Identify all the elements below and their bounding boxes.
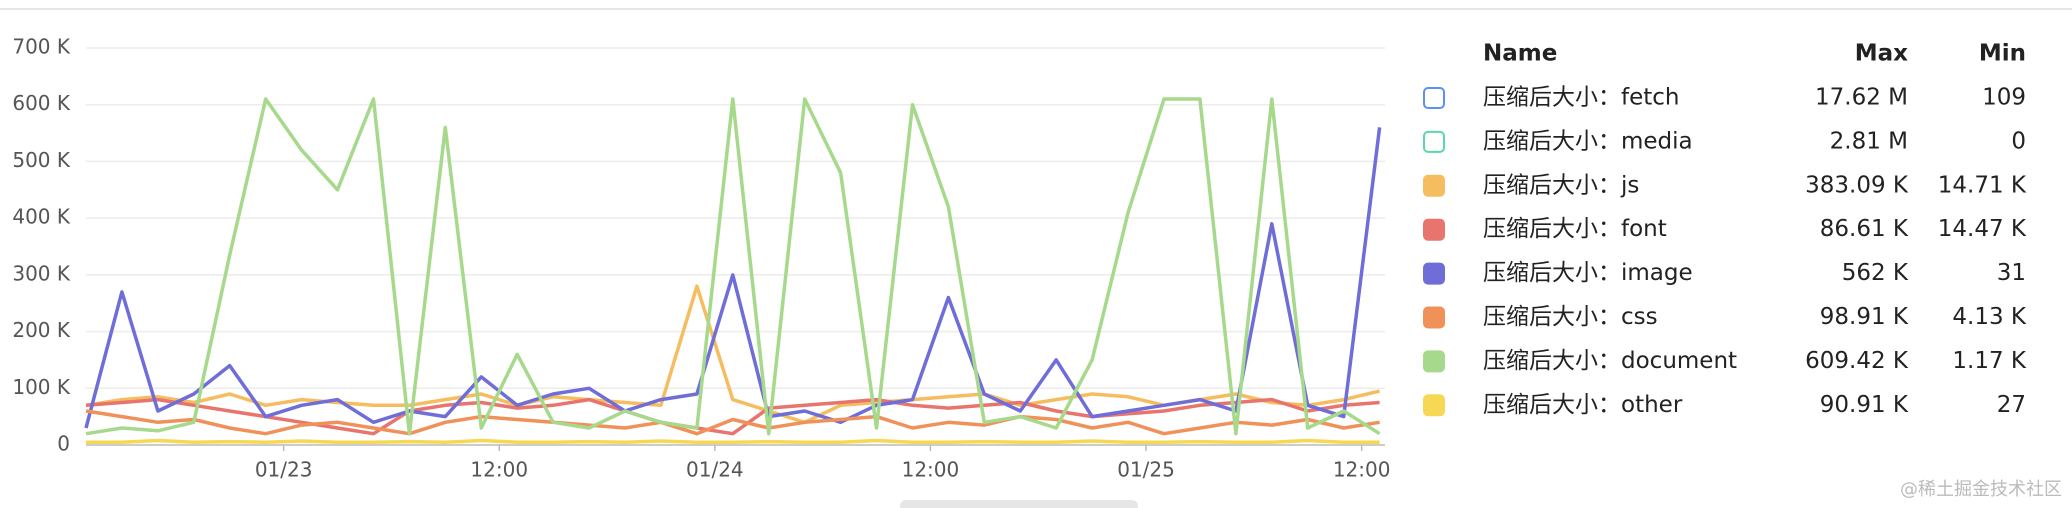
legend-max: 383.09 K xyxy=(1805,172,1909,198)
legend-max: 562 K xyxy=(1842,260,1909,286)
legend-name: 压缩后大小：fetch xyxy=(1483,85,1680,111)
legend-name: 压缩后大小：js xyxy=(1483,172,1639,198)
legend-header: Max xyxy=(1855,41,1908,67)
series-line xyxy=(84,127,1382,429)
legend-max: 2.81 M xyxy=(1830,128,1908,154)
legend-swatch[interactable] xyxy=(1423,350,1445,373)
legend-max: 90.91 K xyxy=(1820,392,1909,418)
legend-name: 压缩后大小：media xyxy=(1483,128,1693,154)
legend-name: 压缩后大小：other xyxy=(1483,392,1683,418)
legend-swatch[interactable] xyxy=(1423,394,1445,417)
legend-swatch[interactable] xyxy=(1423,174,1445,197)
legend-max: 17.62 M xyxy=(1815,85,1908,111)
x-tick-label: 01/24 xyxy=(686,458,744,482)
legend-swatch[interactable] xyxy=(1423,87,1445,109)
y-tick-label: 100 K xyxy=(12,375,71,399)
x-tick-label: 12:00 xyxy=(902,458,960,482)
legend-min: 27 xyxy=(1997,392,2026,418)
legend-max: 609.42 K xyxy=(1805,348,1909,374)
scrollbar[interactable] xyxy=(900,500,1138,508)
legend-header: Name xyxy=(1483,41,1557,67)
y-tick-label: 200 K xyxy=(12,318,71,342)
legend-name: 压缩后大小：document xyxy=(1483,348,1737,374)
x-tick-label: 12:00 xyxy=(1333,458,1391,482)
y-tick-label: 300 K xyxy=(12,261,71,285)
legend-min: 14.71 K xyxy=(1938,172,2027,198)
legend-name: 压缩后大小：image xyxy=(1483,260,1693,286)
series-line xyxy=(85,409,1380,436)
legend-max: 98.91 K xyxy=(1820,304,1909,330)
legend-name: 压缩后大小：font xyxy=(1483,216,1667,242)
series-line xyxy=(85,97,1381,436)
y-tick-label: 500 K xyxy=(12,148,71,172)
legend-swatch[interactable] xyxy=(1423,262,1445,285)
legend-min: 31 xyxy=(1997,260,2026,286)
legend-swatch[interactable] xyxy=(1423,218,1445,241)
series-line xyxy=(85,397,1380,436)
legend-max: 86.61 K xyxy=(1820,216,1909,242)
legend-min: 14.47 K xyxy=(1938,216,2027,242)
x-tick-label: 01/23 xyxy=(255,458,313,482)
watermark: @稀土掘金技术社区 xyxy=(1900,479,2062,500)
y-tick-label: 0 xyxy=(57,432,70,456)
y-tick-label: 600 K xyxy=(12,91,71,115)
x-tick-label: 01/25 xyxy=(1117,458,1175,482)
legend-name: 压缩后大小：css xyxy=(1483,304,1658,330)
series-line xyxy=(86,438,1380,444)
legend-header: Min xyxy=(1979,41,2026,67)
legend-swatch[interactable] xyxy=(1423,306,1445,329)
legend-min: 109 xyxy=(1982,85,2026,111)
y-tick-label: 400 K xyxy=(12,205,71,229)
legend-min: 1.17 K xyxy=(1952,348,2027,374)
y-tick-label: 700 K xyxy=(12,35,71,59)
legend-min: 4.13 K xyxy=(1952,304,2027,330)
x-tick-label: 12:00 xyxy=(470,458,528,482)
legend-min: 0 xyxy=(2011,128,2026,154)
legend-swatch[interactable] xyxy=(1423,130,1445,153)
